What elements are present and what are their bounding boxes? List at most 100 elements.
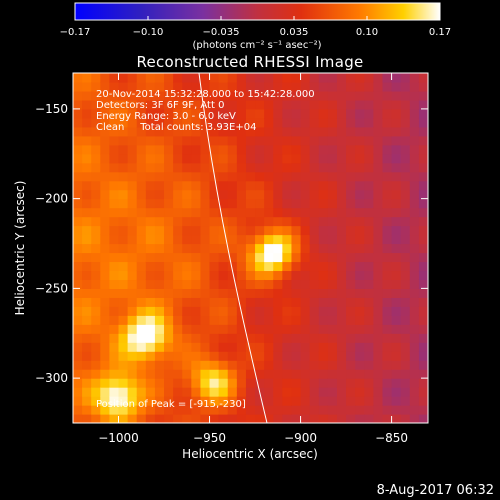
heatmap-cell <box>127 333 138 343</box>
heatmap-cell <box>327 333 338 343</box>
heatmap-cell <box>236 162 247 173</box>
heatmap-cell <box>118 378 129 388</box>
heatmap-cell <box>300 378 311 388</box>
heatmap-cell <box>82 73 92 83</box>
heatmap-cell <box>373 270 384 281</box>
heatmap-cell <box>236 225 247 236</box>
heatmap-cell <box>300 288 311 298</box>
heatmap-cell <box>154 279 165 289</box>
heatmap-cell <box>173 126 183 137</box>
heatmap-cell <box>91 405 101 415</box>
heatmap-cell <box>91 297 101 307</box>
heatmap-cell <box>282 198 293 209</box>
heatmap-cell <box>418 216 428 227</box>
heatmap-cell <box>309 315 320 325</box>
heatmap-cell <box>273 108 283 119</box>
heatmap-cell <box>100 243 111 254</box>
heatmap-cell <box>118 360 129 370</box>
heatmap-cell <box>318 135 329 146</box>
heatmap-cell <box>364 396 374 406</box>
heatmap-cell <box>218 396 229 406</box>
heatmap-cell <box>282 117 293 128</box>
heatmap-cell <box>418 153 428 164</box>
heatmap-cell <box>136 279 147 289</box>
heatmap-cell <box>400 189 411 200</box>
heatmap-cell <box>145 189 156 200</box>
heatmap-cell <box>318 73 329 83</box>
heatmap-cell <box>418 81 428 92</box>
heatmap-cell <box>291 126 302 137</box>
heatmap-cell <box>82 243 92 254</box>
heatmap-cell <box>264 225 274 236</box>
heatmap-cell <box>200 297 211 307</box>
heatmap-cell <box>136 135 147 146</box>
heatmap-cell <box>82 315 92 325</box>
heatmap-cell <box>273 288 283 298</box>
heatmap-cell <box>309 207 320 218</box>
heatmap-cell <box>336 171 347 182</box>
heatmap-cell <box>82 99 92 110</box>
heatmap-cell <box>236 387 247 397</box>
heatmap-cell <box>318 324 329 334</box>
heatmap-cell <box>346 135 356 146</box>
heatmap-cell <box>200 90 211 101</box>
heatmap-cell <box>136 405 147 415</box>
heatmap-cell <box>109 90 120 101</box>
colorbar-tick-label: 0.035 <box>280 27 309 38</box>
heatmap-cell <box>327 162 338 173</box>
heatmap-cell <box>127 306 138 316</box>
heatmap-cell <box>309 189 320 200</box>
heatmap-cell <box>336 243 347 254</box>
heatmap-cell <box>136 108 147 119</box>
heatmap-cell <box>282 306 293 316</box>
heatmap-cell <box>191 81 202 92</box>
heatmap-cell <box>382 405 393 415</box>
heatmap-cell <box>291 171 302 182</box>
heatmap-cell <box>418 180 428 191</box>
heatmap-cell <box>154 171 165 182</box>
heatmap-cell <box>191 126 202 137</box>
heatmap-cell <box>291 162 302 173</box>
heatmap-cell <box>355 360 365 370</box>
heatmap-cell <box>382 234 393 245</box>
heatmap-cell <box>346 207 356 218</box>
heatmap-cell <box>218 162 229 173</box>
heatmap-cell <box>364 144 374 155</box>
heatmap-cell <box>309 126 320 137</box>
heatmap-cell <box>336 99 347 110</box>
heatmap-cell <box>173 288 183 298</box>
heatmap-cell <box>355 306 365 316</box>
heatmap-cell <box>309 378 320 388</box>
heatmap-cell <box>100 198 111 209</box>
heatmap-cell <box>336 378 347 388</box>
heatmap-cell <box>109 279 120 289</box>
heatmap-cell <box>118 153 129 164</box>
heatmap-cell <box>364 405 374 415</box>
heatmap-cell <box>336 198 347 209</box>
colorbar-tick-label: 0.10 <box>356 27 378 38</box>
heatmap-cell <box>300 333 311 343</box>
heatmap-cell <box>145 261 156 272</box>
heatmap-cell <box>336 225 347 236</box>
heatmap-cell <box>73 306 83 316</box>
heatmap-cell <box>127 99 138 110</box>
heatmap-cell <box>118 171 129 182</box>
heatmap-cell <box>100 342 111 352</box>
heatmap-cell <box>309 396 320 406</box>
heatmap-cell <box>236 81 247 92</box>
heatmap-cell <box>127 387 138 397</box>
heatmap-cell <box>136 396 147 406</box>
heatmap-cell <box>282 126 293 137</box>
heatmap-cell <box>100 90 111 101</box>
heatmap-cell <box>191 73 202 83</box>
heatmap-cell <box>209 297 220 307</box>
heatmap-cell <box>154 378 165 388</box>
heatmap-cell <box>145 108 156 119</box>
heatmap-cell <box>336 414 347 423</box>
heatmap-cell <box>118 270 129 281</box>
heatmap-cell <box>164 171 174 182</box>
footer-date: 8-Aug-2017 06:32 <box>376 483 494 498</box>
heatmap-cell <box>245 252 256 263</box>
heatmap-cell <box>309 198 320 209</box>
